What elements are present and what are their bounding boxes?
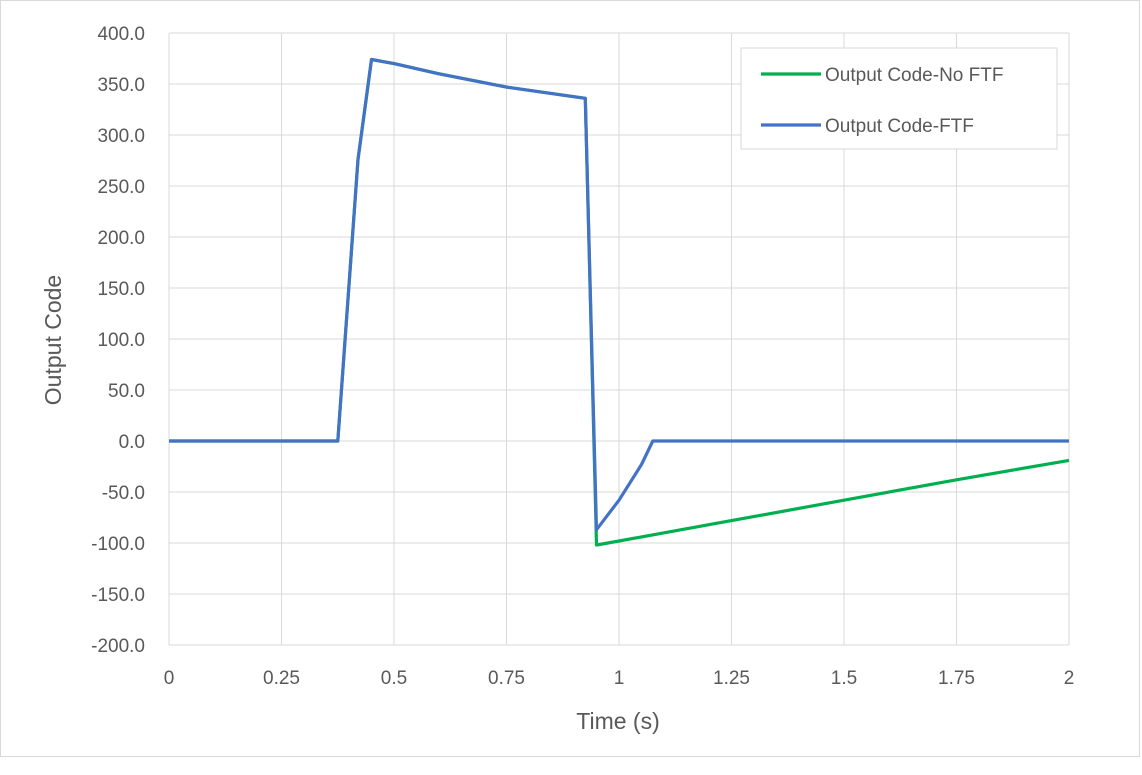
y-tick-label: -100.0 [91, 534, 145, 555]
y-axis-ticks: 400.0 350.0 300.0 250.0 200.0 150.0 100.0 50.0 0… [91, 24, 145, 657]
y-tick-label: 50.0 [108, 381, 145, 402]
y-tick-label: 0.0 [119, 432, 145, 453]
x-tick-label: 1 [614, 668, 625, 689]
legend-box [740, 47, 1058, 150]
x-tick-label: 0.5 [381, 668, 407, 689]
y-axis-title: Output Code [40, 275, 66, 405]
x-tick-label: 1.25 [713, 668, 750, 689]
legend: Output Code-No FTF Output Code-FTF [740, 47, 1058, 150]
chart-frame: 400.0 350.0 300.0 250.0 200.0 150.0 100.0 50.0 0… [0, 0, 1140, 757]
grid-lines [168, 32, 1070, 646]
y-tick-label: 100.0 [97, 330, 145, 351]
y-tick-label: -150.0 [91, 585, 145, 606]
y-tick-label: -50.0 [102, 483, 145, 504]
legend-label-1: Output Code-No FTF [825, 65, 1003, 86]
x-tick-label: 2 [1064, 668, 1075, 689]
line-chart: 400.0350.0300.0250.0200.0150.0100.050.00… [40, 24, 1075, 734]
y-tick-label: 300.0 [97, 126, 145, 147]
y-tick-label: -200.0 [91, 636, 145, 657]
y-tick-label: 200.0 [97, 228, 145, 249]
x-tick-label: 0.75 [488, 668, 525, 689]
x-axis-ticks: 0 0.25 0.5 0.75 1 1.25 1.5 1.75 2 [164, 668, 1075, 689]
x-tick-label: 1.5 [831, 668, 857, 689]
legend-label-2: Output Code-FTF [825, 116, 974, 137]
y-tick-label: 350.0 [97, 75, 145, 96]
y-tick-label: 250.0 [97, 177, 145, 198]
series-line-2 [169, 57, 1069, 532]
x-tick-label: 1.75 [938, 668, 975, 689]
x-tick-label: 0.25 [263, 668, 300, 689]
y-tick-label: 400.0 [97, 24, 145, 45]
y-tick-label: 150.0 [97, 279, 145, 300]
series-lines [169, 57, 1070, 547]
x-axis-title: Time (s) [576, 708, 659, 734]
x-tick-label: 0 [164, 668, 175, 689]
